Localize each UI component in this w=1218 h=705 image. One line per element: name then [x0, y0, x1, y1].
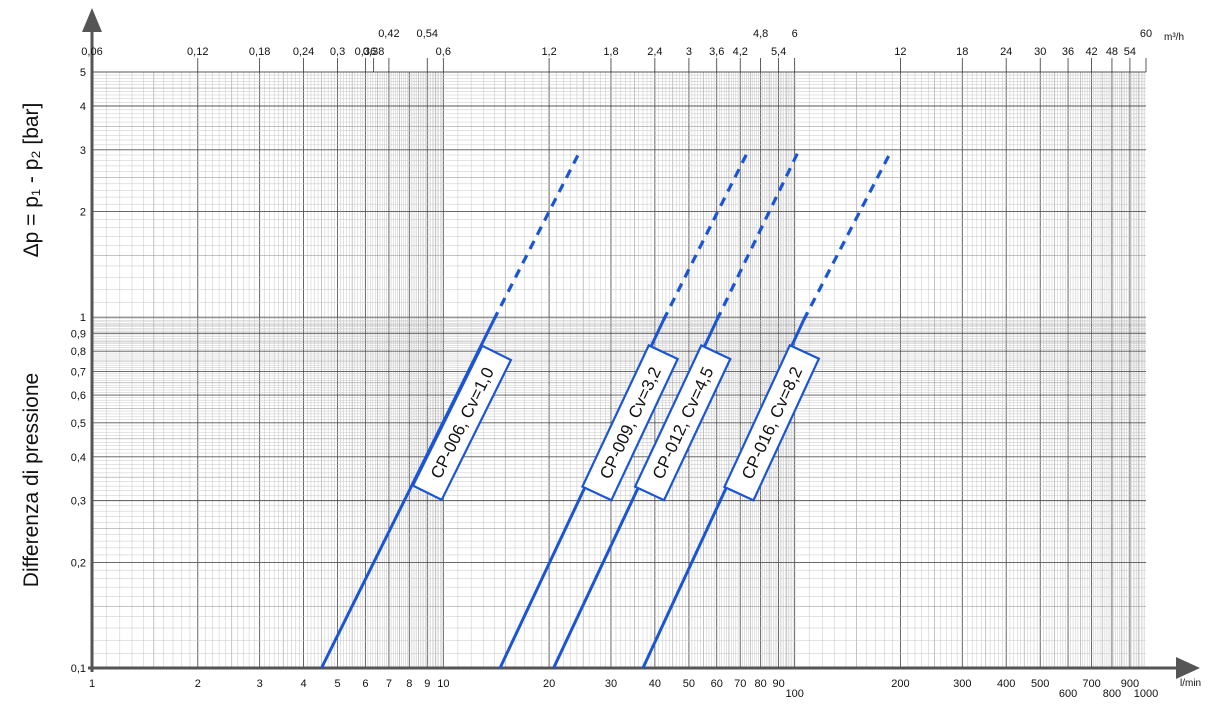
- y-tick-label: 4: [80, 101, 86, 113]
- y-tick-label: 0,6: [71, 390, 86, 402]
- y-axis-label-secondary: Differenza di pressione: [20, 373, 43, 587]
- x2-tick-label: 48: [1106, 46, 1118, 58]
- x-tick-label: 500: [1031, 678, 1049, 690]
- grid: [91, 71, 1146, 669]
- y-tick-label: 3: [80, 145, 86, 157]
- y-tick-label: 0,9: [71, 328, 86, 340]
- x2-tick-label: 2,4: [647, 46, 662, 58]
- x2-tick-label: 6: [792, 28, 798, 40]
- y-tick-label: 0,7: [71, 367, 86, 379]
- x2-tick-label: 36: [1062, 46, 1074, 58]
- x2-tick-label: 0,42: [378, 28, 399, 40]
- x2-tick-label: 4,2: [733, 46, 748, 58]
- x2-tick-label: 0,38: [363, 46, 384, 58]
- y-axis-arrow: [82, 8, 102, 32]
- series-line-solid: [320, 319, 495, 669]
- x2-tick-label: 0,3: [330, 46, 345, 58]
- x-tick-label: 900: [1121, 678, 1139, 690]
- x-axis-arrow: [1176, 657, 1200, 679]
- x-tick-label: 70: [734, 678, 746, 690]
- x-tick-label: 10: [437, 678, 449, 690]
- x2-tick-label: 24: [1000, 46, 1012, 58]
- x-tick-label: 8: [406, 678, 412, 690]
- x-tick-label: 5: [335, 678, 341, 690]
- x-tick-label: 7: [386, 678, 392, 690]
- series-line-dashed: [802, 149, 894, 322]
- x-tick-label: 800: [1103, 688, 1121, 700]
- x-tick-label: 60: [711, 678, 723, 690]
- x-unit-label: l/min: [1180, 678, 1201, 689]
- x-tick-label: 4: [300, 678, 306, 690]
- x-tick-label: 80: [754, 678, 766, 690]
- x2-tick-label: 1,2: [541, 46, 556, 58]
- x2-tick-label: 0,06: [81, 46, 102, 58]
- x-tick-label: 200: [891, 678, 909, 690]
- x-tick-label: 3: [257, 678, 263, 690]
- x-tick-label: 300: [953, 678, 971, 690]
- x-tick-label: 400: [997, 678, 1015, 690]
- x2-tick-label: 0,54: [417, 28, 438, 40]
- x-tick-label: 90: [772, 678, 784, 690]
- x-tick-label: 100: [785, 688, 803, 700]
- x-tick-label: 6: [362, 678, 368, 690]
- x-tick-label: 30: [605, 678, 617, 690]
- x-tick-label: 50: [683, 678, 695, 690]
- y-tick-label: 0,1: [71, 663, 86, 675]
- x-tick-label: 2: [195, 678, 201, 690]
- x-tick-label: 1000: [1134, 688, 1158, 700]
- x2-tick-label: 42: [1085, 46, 1097, 58]
- x2-tick-label: 60: [1140, 28, 1152, 40]
- x2-unit-label: m³/h: [1164, 32, 1184, 43]
- x-tick-label: 9: [424, 678, 430, 690]
- x2-tick-label: 3,6: [709, 46, 724, 58]
- series-label-frame: [411, 344, 513, 502]
- y-tick-label: 0,3: [71, 496, 86, 508]
- x2-tick-label: 0,36: [355, 46, 376, 58]
- x2-tick-label: 0,24: [293, 46, 314, 58]
- x2-tick-label: 0,12: [187, 46, 208, 58]
- x-tick-label: 40: [649, 678, 661, 690]
- x2-tick-label: 5,4: [771, 46, 786, 58]
- series-label-frame: [580, 343, 680, 502]
- x2-tick-label: 54: [1124, 46, 1136, 58]
- x2-tick-label: 18: [956, 46, 968, 58]
- y-tick-label: 1: [80, 312, 86, 324]
- x2-tick-label: 0,6: [436, 46, 451, 58]
- y-tick-label: 5: [80, 67, 86, 79]
- x2-tick-label: 30: [1034, 46, 1046, 58]
- x2-tick-label: 1,8: [603, 46, 618, 58]
- y-tick-label: 0,8: [71, 346, 86, 358]
- series-label-frame: [722, 343, 821, 502]
- x-tick-label: 700: [1082, 678, 1100, 690]
- series-line-dashed: [492, 149, 583, 322]
- y-tick-label: 0,4: [71, 452, 86, 464]
- y-tick-label: 2: [80, 207, 86, 219]
- x2-tick-label: 4,8: [753, 28, 768, 40]
- axes: [82, 8, 1200, 679]
- y-tick-label: 0,5: [71, 418, 86, 430]
- y-tick-label: 0,2: [71, 557, 86, 569]
- series-label-frame: [633, 343, 732, 502]
- x2-tick-label: 0,18: [249, 46, 270, 58]
- x-tick-label: 1: [89, 678, 95, 690]
- x-tick-label: 600: [1059, 688, 1077, 700]
- y-axis-label: Δp = p₁ - p₂ [bar]: [20, 103, 43, 258]
- x-tick-label: 20: [543, 678, 555, 690]
- x2-tick-label: 3: [686, 46, 692, 58]
- x2-tick-label: 12: [894, 46, 906, 58]
